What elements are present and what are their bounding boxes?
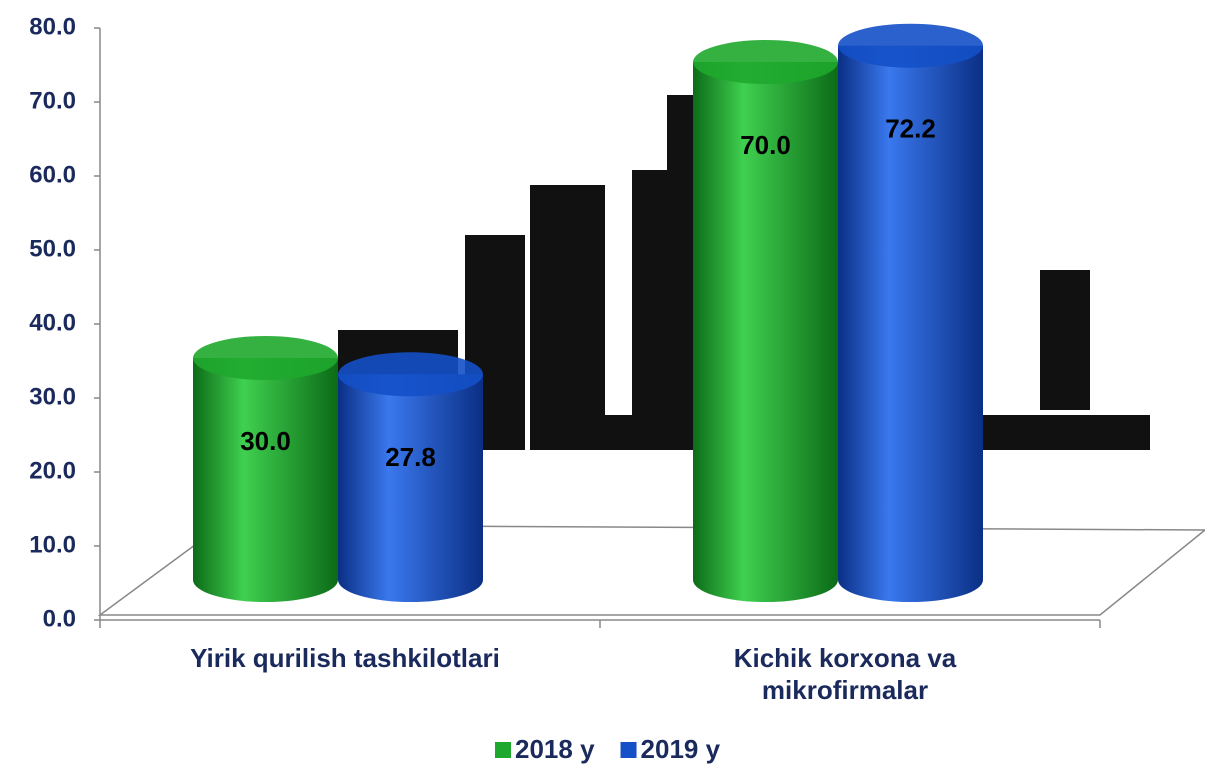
bar-top [693,40,838,84]
legend-swatch [620,742,637,758]
legend-label: 2019 y [641,734,721,764]
bar-top [193,336,338,380]
x-tick-label: Yirik qurilish tashkilotlari [190,643,500,673]
value-label: 30.0 [240,426,291,456]
y-tick-label: 0.0 [43,605,76,632]
bar-top [838,23,983,68]
value-label: 70.0 [740,130,791,160]
legend-label: 2018 y [515,734,595,764]
bar [338,374,483,580]
y-tick-label: 20.0 [29,457,76,484]
y-tick-label: 10.0 [29,531,76,558]
bar [693,62,838,580]
y-tick-label: 50.0 [29,235,76,262]
y-tick-label: 70.0 [29,87,76,114]
bar [193,358,338,580]
y-tick-label: 60.0 [29,161,76,188]
y-tick-label: 40.0 [29,309,76,336]
value-label: 27.8 [385,442,436,472]
bar [838,45,983,581]
x-tick-label: Kichik korxona va mikrofirmalar [734,643,957,705]
legend-swatch [495,742,511,758]
y-tick-label: 30.0 [29,383,76,410]
value-label: 72.2 [885,114,936,144]
floor [97,524,1205,616]
y-tick-label: 80.0 [29,13,76,40]
bar-top [338,352,483,397]
